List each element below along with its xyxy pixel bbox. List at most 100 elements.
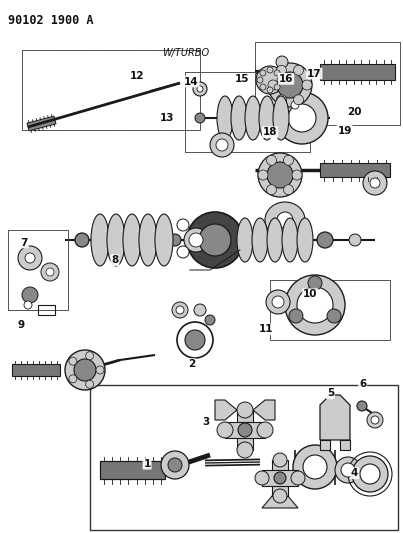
Circle shape: [237, 402, 253, 418]
Circle shape: [267, 162, 293, 188]
Circle shape: [274, 70, 280, 76]
Circle shape: [283, 155, 293, 165]
Circle shape: [273, 453, 287, 467]
Circle shape: [274, 472, 286, 484]
Circle shape: [367, 412, 383, 428]
Text: 4: 4: [351, 469, 358, 478]
Ellipse shape: [245, 96, 261, 140]
Polygon shape: [12, 364, 60, 376]
Ellipse shape: [267, 218, 283, 262]
Circle shape: [274, 84, 280, 90]
Circle shape: [266, 290, 290, 314]
Circle shape: [199, 224, 231, 256]
Polygon shape: [320, 64, 395, 80]
Circle shape: [267, 87, 273, 93]
Circle shape: [195, 113, 205, 123]
Circle shape: [308, 276, 322, 290]
Circle shape: [238, 423, 252, 437]
Text: 20: 20: [347, 107, 362, 117]
Circle shape: [302, 80, 312, 90]
Ellipse shape: [297, 218, 313, 262]
Polygon shape: [225, 422, 265, 438]
Text: 17: 17: [307, 69, 322, 78]
Circle shape: [161, 451, 189, 479]
Ellipse shape: [217, 96, 233, 140]
Circle shape: [273, 489, 287, 503]
Polygon shape: [320, 395, 350, 440]
Circle shape: [357, 401, 367, 411]
Text: 1: 1: [143, 459, 151, 469]
Circle shape: [327, 309, 341, 323]
Text: 10: 10: [303, 289, 318, 299]
Circle shape: [283, 185, 293, 195]
Ellipse shape: [303, 455, 327, 479]
Text: 12: 12: [130, 71, 144, 80]
Text: 6: 6: [359, 379, 366, 389]
Circle shape: [260, 70, 266, 76]
Circle shape: [292, 170, 302, 180]
Text: 15: 15: [235, 74, 249, 84]
Circle shape: [193, 82, 207, 96]
Ellipse shape: [265, 202, 305, 238]
Circle shape: [257, 77, 263, 83]
Circle shape: [288, 104, 316, 132]
Circle shape: [172, 302, 188, 318]
Circle shape: [317, 232, 333, 248]
Circle shape: [184, 228, 208, 252]
Circle shape: [176, 306, 184, 314]
Circle shape: [260, 84, 266, 90]
Circle shape: [291, 101, 299, 109]
Circle shape: [18, 246, 42, 270]
Circle shape: [352, 456, 388, 492]
Text: 14: 14: [184, 77, 199, 86]
Circle shape: [268, 80, 278, 90]
Circle shape: [291, 471, 305, 485]
Circle shape: [297, 287, 333, 323]
Ellipse shape: [252, 218, 268, 262]
Circle shape: [69, 375, 77, 383]
Circle shape: [177, 219, 189, 231]
Circle shape: [267, 67, 273, 73]
Circle shape: [289, 309, 303, 323]
Circle shape: [370, 178, 380, 188]
Polygon shape: [320, 163, 390, 177]
Circle shape: [277, 212, 293, 228]
Circle shape: [237, 442, 253, 458]
Polygon shape: [215, 400, 237, 420]
Circle shape: [217, 422, 233, 438]
Circle shape: [335, 457, 361, 483]
Text: 16: 16: [279, 74, 293, 84]
Circle shape: [257, 422, 273, 438]
Circle shape: [197, 86, 203, 92]
Circle shape: [276, 92, 328, 144]
Text: 8: 8: [111, 255, 118, 265]
Circle shape: [216, 139, 228, 151]
Ellipse shape: [155, 214, 173, 266]
Text: W/TURBO: W/TURBO: [162, 49, 209, 58]
Polygon shape: [272, 460, 288, 496]
Polygon shape: [27, 116, 56, 131]
Circle shape: [360, 464, 380, 484]
Circle shape: [266, 155, 276, 165]
Ellipse shape: [237, 218, 253, 262]
Circle shape: [276, 56, 288, 68]
Circle shape: [169, 234, 181, 246]
Ellipse shape: [293, 445, 337, 489]
Polygon shape: [320, 440, 330, 450]
Circle shape: [293, 95, 303, 104]
Circle shape: [189, 233, 203, 247]
Circle shape: [266, 185, 276, 195]
Polygon shape: [253, 400, 275, 420]
Circle shape: [177, 246, 189, 258]
Text: 2: 2: [188, 359, 195, 369]
Circle shape: [41, 263, 59, 281]
Text: 90102 1900 A: 90102 1900 A: [8, 14, 93, 27]
Ellipse shape: [259, 96, 275, 140]
Circle shape: [272, 296, 284, 308]
Polygon shape: [340, 440, 350, 450]
Circle shape: [74, 359, 96, 381]
Text: 3: 3: [202, 417, 209, 427]
Circle shape: [69, 357, 77, 365]
Circle shape: [85, 352, 93, 360]
Text: 19: 19: [337, 126, 352, 135]
